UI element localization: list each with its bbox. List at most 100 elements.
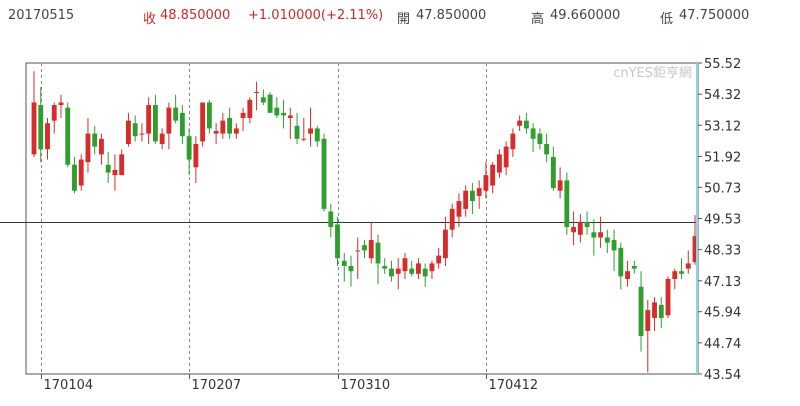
candle-down (550, 146, 556, 191)
candle-body (341, 260, 347, 267)
y-axis-ticks: 55.52 54.32 53.12 51.92 50.73 49.53 48.33 47.13… (698, 57, 741, 383)
candle-down (638, 271, 644, 352)
candles (31, 71, 698, 373)
candle-body (510, 133, 516, 150)
candle-up (308, 107, 313, 147)
candle-down (564, 172, 570, 235)
candle-up (166, 102, 172, 150)
candle-body (38, 105, 44, 150)
candle-up (126, 112, 131, 147)
candle-down (523, 112, 529, 134)
candle-up (510, 128, 516, 157)
quote-header: 20170515 收 48.850000 +1.010000(+2.11%) 開… (0, 0, 800, 34)
candle-up (503, 141, 509, 176)
candle-body (274, 107, 280, 116)
candle-body (564, 180, 570, 228)
candle-body (65, 107, 71, 165)
candle-up (287, 107, 293, 139)
candle-up (429, 260, 435, 279)
candle-down (375, 234, 381, 285)
candle-up (557, 167, 563, 199)
candle-down (65, 102, 71, 168)
candle-body (119, 154, 125, 176)
candle-up (247, 97, 253, 124)
quote-date: 20170515 (8, 8, 75, 23)
candle-body (99, 138, 104, 155)
candle-up (45, 118, 50, 160)
candle-down (409, 260, 415, 277)
y-tick-label: 50.73 (704, 181, 741, 196)
candle-body (45, 123, 50, 150)
y-tick-label: 44.74 (704, 337, 741, 352)
candle-body (321, 138, 327, 209)
candle-body (173, 107, 179, 121)
candle-body (260, 97, 266, 103)
candle-down (544, 133, 550, 163)
close-value: 48.850000 (160, 8, 231, 23)
plot-frame (25, 62, 699, 375)
candle-down (267, 92, 273, 113)
candle-down (328, 203, 334, 238)
candle-body (571, 227, 577, 233)
candle-body (503, 146, 509, 168)
candle-up (645, 299, 651, 373)
candle-body (672, 271, 678, 279)
candle-body (537, 133, 543, 144)
candle-up (119, 149, 125, 176)
candle-body (78, 159, 84, 186)
candle-up (213, 123, 219, 144)
candle-body (584, 221, 590, 228)
candle-body (409, 268, 415, 274)
candle-down (186, 128, 192, 176)
candle-body (72, 164, 77, 191)
candle-up (483, 162, 489, 199)
candle-down (105, 151, 111, 183)
candle-up (233, 123, 239, 139)
y-tick-label: 48.33 (704, 244, 741, 259)
candle-down (92, 125, 98, 155)
candle-body (85, 133, 91, 163)
candle-body (557, 180, 563, 191)
candle-body (679, 271, 684, 274)
candle-up (146, 97, 152, 144)
candle-body (523, 120, 529, 129)
candle-down (152, 94, 158, 144)
candle-up (496, 149, 502, 178)
candle-body (665, 278, 671, 316)
high-label: 高 (531, 12, 545, 27)
candle-body (395, 268, 401, 274)
candle-body (463, 190, 469, 209)
candle-up (99, 133, 104, 165)
candle-body (658, 304, 664, 318)
candle-body (375, 242, 381, 264)
candle-up (652, 297, 657, 331)
y-tick-label: 51.92 (704, 150, 741, 165)
candle-down (631, 260, 637, 274)
candle-body (126, 120, 131, 144)
candle-body (193, 143, 199, 168)
candle-down (530, 123, 536, 152)
candle-up (443, 216, 448, 267)
low-value: 47.750000 (679, 8, 750, 23)
candle-up (577, 214, 583, 243)
candle-up (571, 211, 577, 246)
candle-body (240, 112, 246, 119)
candle-down (362, 240, 367, 259)
candle-body (544, 143, 550, 155)
candle-up (301, 118, 307, 142)
y-tick-label: 43.54 (704, 368, 741, 383)
candle-down (584, 211, 590, 235)
candle-body (152, 105, 158, 142)
candle-down (591, 219, 597, 256)
candle-up (139, 123, 145, 142)
candle-body (355, 250, 361, 252)
candle-up (672, 268, 678, 290)
candle-up (112, 154, 118, 191)
candle-body (166, 107, 172, 134)
x-tick-label: 170310 (341, 378, 391, 393)
candle-body (436, 255, 442, 264)
candle-body (267, 94, 273, 113)
candle-up (665, 276, 671, 318)
candle-down (604, 229, 610, 254)
